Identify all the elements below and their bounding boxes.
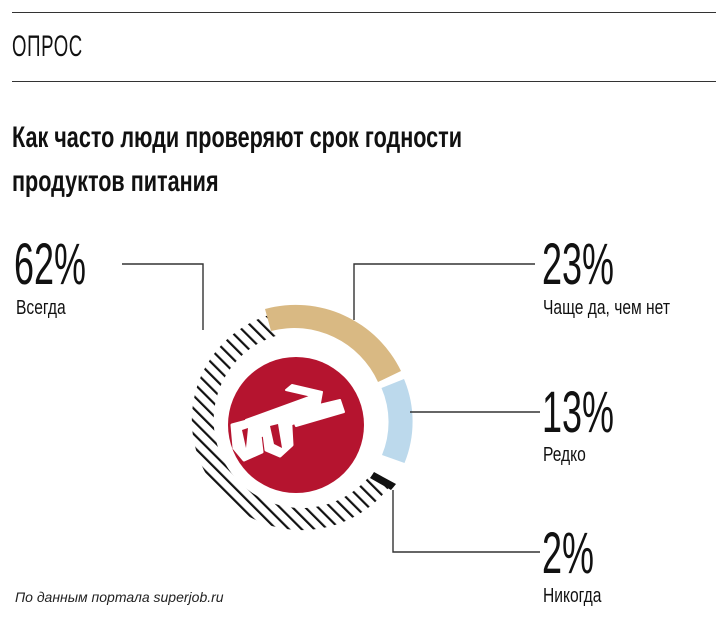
label-never: Никогда [543, 585, 602, 607]
pct-always: 62% [14, 232, 86, 297]
title-line-2: продуктов питания [12, 165, 219, 198]
glasses-icon [230, 384, 345, 462]
title-line-1: Как часто люди проверяют срок годности [12, 121, 463, 154]
leader-always [122, 263, 204, 330]
label-rarely: Редко [543, 444, 586, 466]
leader-often [353, 263, 535, 320]
label-often: Чаще да, чем нет [543, 297, 670, 319]
section-label: ОПРОС [12, 30, 83, 63]
pct-never: 2% [542, 521, 594, 586]
segment-never [370, 472, 396, 490]
top-rule [12, 12, 716, 13]
section-rule [12, 81, 716, 82]
segment-often [265, 304, 401, 382]
leader-never [392, 490, 540, 553]
segment-rarely [381, 379, 413, 463]
source-note: По данным портала superjob.ru [15, 589, 224, 605]
label-always: Всегда [16, 297, 66, 319]
pct-often: 23% [542, 232, 614, 297]
pct-rarely: 13% [542, 380, 614, 445]
chart-title: Как часто люди проверяют срок годности п… [12, 116, 462, 204]
